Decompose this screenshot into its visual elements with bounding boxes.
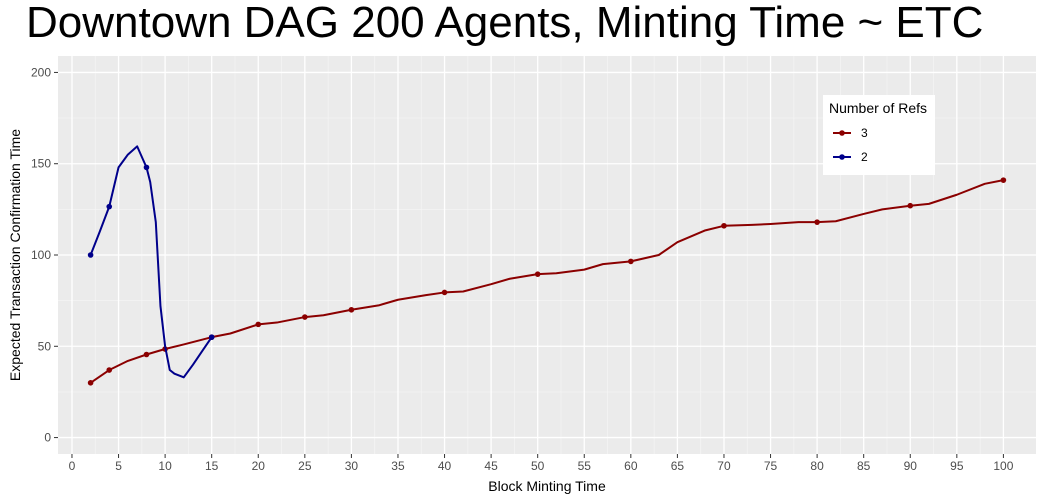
legend-key-point: [839, 130, 845, 136]
legend-key-point: [839, 154, 845, 160]
series-layer: [87, 145, 1007, 386]
series-line: [89, 145, 213, 379]
legend-title: Number of Refs: [829, 100, 927, 116]
data-point: [255, 321, 262, 328]
y-tick-label: 50: [38, 339, 52, 353]
y-tick-label: 0: [44, 431, 51, 445]
legend-label: 3: [861, 126, 868, 140]
data-point: [87, 379, 94, 386]
data-point: [534, 271, 541, 277]
x-tick-label: 60: [624, 459, 638, 473]
data-point: [143, 351, 150, 358]
chart-title: Downtown DAG 200 Agents, Minting Time ~ …: [26, 0, 984, 47]
data-point: [87, 252, 94, 258]
x-tick-label: 65: [671, 459, 685, 473]
x-tick-label: 95: [950, 459, 964, 473]
x-tick-label: 80: [810, 459, 824, 473]
x-tick-label: 0: [69, 459, 76, 473]
series-3: [87, 177, 1007, 386]
x-tick-label: 25: [298, 459, 312, 473]
x-tick-label: 15: [205, 459, 219, 473]
x-tick-label: 20: [252, 459, 266, 473]
data-point: [106, 367, 113, 373]
legend-item: 2: [833, 150, 868, 164]
x-tick-label: 35: [391, 459, 405, 473]
tick-labels: 0 5 10 15 20 25 30 35 40 45 50 55 60 65 70 75 80 85 90 95 10…: [31, 65, 1014, 473]
y-axis-title: Expected Transaction Confirmation Time: [7, 129, 23, 381]
legend-label: 2: [861, 150, 868, 164]
x-tick-label: 50: [531, 459, 545, 473]
x-tick-label: 70: [717, 459, 731, 473]
data-point: [907, 202, 914, 209]
data-point: [628, 258, 634, 265]
axis-ticks: [54, 71, 1004, 458]
x-axis-title: Block Minting Time: [488, 478, 606, 494]
y-tick-label: 150: [31, 157, 51, 171]
data-point: [106, 203, 113, 210]
data-point: [348, 306, 355, 313]
data-point: [814, 219, 820, 225]
x-tick-label: 90: [904, 459, 918, 473]
y-tick-label: 200: [31, 65, 51, 79]
legend-items: 32: [833, 126, 868, 164]
x-tick-label: 5: [115, 459, 122, 473]
x-tick-label: 100: [993, 459, 1013, 473]
x-tick-label: 40: [438, 459, 452, 473]
grid-major: [58, 56, 1036, 454]
data-point: [721, 222, 727, 229]
series-2: [87, 145, 215, 379]
data-point: [302, 314, 308, 320]
x-tick-label: 10: [158, 459, 172, 473]
legend-item: 3: [833, 126, 868, 140]
data-point: [208, 334, 215, 340]
data-point: [143, 164, 150, 171]
x-tick-label: 55: [578, 459, 592, 473]
x-tick-label: 45: [484, 459, 498, 473]
x-tick-label: 30: [345, 459, 359, 473]
data-point: [1000, 177, 1007, 183]
legend: Number of Refs 32: [823, 95, 935, 175]
x-tick-label: 85: [857, 459, 871, 473]
data-point: [441, 289, 448, 296]
y-tick-label: 100: [31, 248, 51, 262]
x-tick-label: 75: [764, 459, 778, 473]
